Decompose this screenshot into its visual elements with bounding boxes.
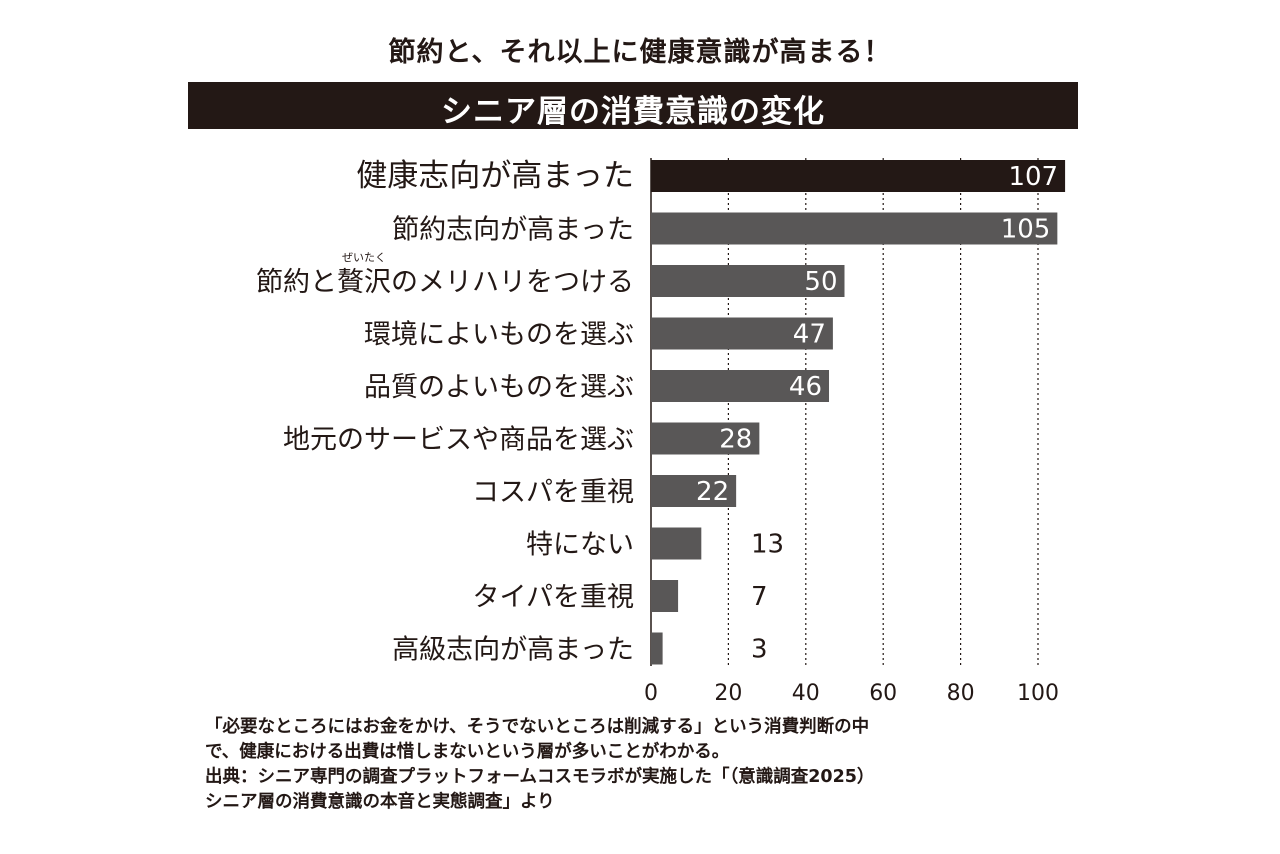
bar	[651, 265, 845, 297]
category-label: コスパを重視	[472, 477, 634, 508]
value-label: 46	[789, 372, 822, 402]
note-line: で、健康における出費は惜しまないという層が多いことがわかる。	[205, 742, 730, 762]
category-label: タイパを重視	[473, 582, 634, 613]
x-tick-label: 80	[947, 681, 975, 706]
value-label: 105	[1001, 215, 1051, 245]
x-tick-label: 60	[869, 681, 897, 706]
category-label: 品質のよいものを選ぶ	[364, 372, 634, 403]
value-label: 47	[793, 320, 826, 350]
bar	[651, 632, 663, 665]
bar	[651, 580, 679, 612]
ruby-text: ぜいたく	[342, 251, 386, 264]
value-label: 13	[751, 530, 784, 560]
bar	[651, 160, 1066, 192]
chart-notes: 「必要なところにはお金をかけ、そうでないところは削減する」という消費判断の中 で…	[205, 715, 1085, 815]
note-line: 出典：シニア専門の調査プラットフォームコスモラボが実施した「（意識調査2025）	[205, 767, 875, 787]
value-label: 3	[751, 635, 768, 665]
x-tick-label: 20	[714, 681, 742, 706]
x-tick-label: 100	[1017, 681, 1059, 706]
note-line: 「必要なところにはお金をかけ、そうでないところは削減する」という消費判断の中	[205, 717, 870, 737]
chart-title-bar: シニア層の消費意識の変化	[188, 82, 1078, 130]
value-label: 50	[804, 267, 837, 297]
category-label: 環境によいものを選ぶ	[364, 320, 634, 351]
category-label: 健康志向が高まった	[356, 158, 634, 194]
bar	[651, 317, 833, 350]
bar	[651, 422, 760, 455]
x-tick-label: 0	[644, 681, 658, 706]
note-line: シニア層の消費意識の本音と実態調査」より	[205, 792, 555, 812]
bar	[651, 370, 830, 402]
category-label: 高級志向が高まった	[392, 635, 634, 666]
bar	[651, 212, 1058, 245]
bar	[651, 527, 702, 560]
category-label: 地元のサービスや商品を選ぶ	[283, 425, 634, 456]
bar	[651, 475, 737, 507]
chart-title: シニア層の消費意識の変化	[441, 94, 825, 130]
category-label: 節約志向が高まった	[392, 215, 634, 246]
x-tick-label: 40	[792, 681, 820, 706]
value-label: 7	[751, 582, 768, 612]
value-label: 28	[719, 425, 752, 455]
value-label: 107	[1008, 162, 1058, 192]
category-label: 節約と贅沢のメリハリをつける	[256, 267, 634, 298]
chart-subtitle: 節約と、それ以上に健康意識が高まる！	[388, 37, 892, 68]
value-label: 22	[696, 477, 729, 507]
category-label: 特にない	[526, 530, 634, 561]
